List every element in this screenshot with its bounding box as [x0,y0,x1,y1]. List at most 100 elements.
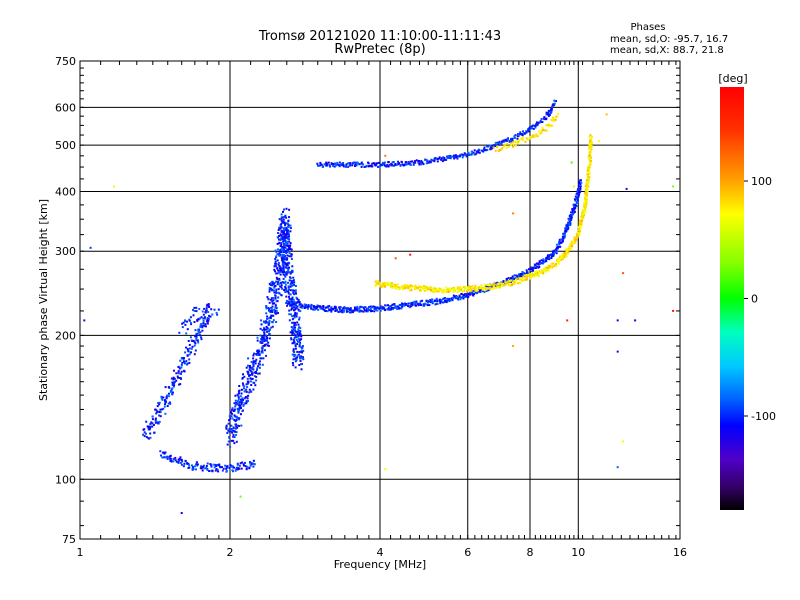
data-point [265,335,268,338]
data-point [200,338,203,341]
data-point [240,424,243,427]
data-point [578,231,581,234]
data-point [180,463,183,466]
data-point [447,290,450,293]
data-point [443,290,446,293]
data-point [589,154,592,157]
data-point [257,352,260,355]
data-point [536,121,538,124]
data-point [300,368,303,371]
data-point [573,198,576,201]
data-point [389,285,392,288]
data-point [414,160,416,163]
data-point [202,464,205,467]
data-point [188,319,191,322]
data-point [180,357,183,360]
data-point [290,313,292,316]
data-point [312,305,315,307]
data-point [259,334,262,337]
data-point [387,165,390,168]
data-point [371,162,374,165]
data-point [391,286,394,289]
data-point [154,421,157,424]
data-point [194,329,197,332]
data-point [538,260,541,263]
data-point [234,415,237,418]
data-point [553,118,556,121]
data-point [252,462,255,465]
data-point [237,410,240,413]
data-point [284,233,287,236]
data-point [198,308,201,310]
data-point [279,282,282,285]
data-point [181,322,184,325]
data-point [426,160,429,163]
data-point [233,414,236,417]
data-point [496,141,499,144]
data-point [586,169,589,172]
data-point [440,157,443,160]
data-point [225,427,228,430]
data-point [231,408,233,411]
data-point [480,285,483,288]
data-point [276,267,279,270]
data-point [496,281,499,284]
data-point [589,144,592,147]
data-point [414,161,417,164]
data-point [574,195,577,198]
data-point [385,165,388,168]
data-point [173,382,176,385]
data-point [321,166,324,168]
stats-heading: Phases [630,22,665,33]
data-point [166,457,169,460]
data-point [390,282,393,285]
data-point [449,289,452,292]
data-point [266,296,269,299]
data-point [298,339,301,342]
data-point [325,310,328,312]
data-point [290,253,293,256]
data-point [288,309,291,312]
data-point [285,258,288,261]
data-point [216,468,219,471]
data-point [239,401,241,404]
data-point [291,270,294,273]
data-point [205,309,208,312]
data-point [281,254,284,257]
data-point [576,235,579,238]
data-point [371,306,374,309]
stats-x-mode: mean, sd,X: 88.7, 21.8 [610,45,724,56]
data-point [200,323,203,326]
data-point [397,286,400,289]
y-tick-label: 100 [55,473,76,486]
data-point [394,286,397,289]
data-point [362,163,365,166]
data-point [232,435,235,438]
data-point [238,389,241,392]
data-point [231,407,234,410]
data-point [508,280,511,283]
data-point [511,139,514,142]
data-point [285,216,288,219]
data-point [299,357,302,360]
data-point [250,463,253,466]
data-point [365,310,368,313]
data-point [283,249,285,251]
data-point [187,462,190,465]
data-point [250,361,253,364]
data-point [196,332,199,335]
data-point [245,390,248,393]
data-point [177,460,180,463]
data-point [89,246,92,249]
data-point [232,410,235,412]
data-point [294,360,297,363]
data-point [235,425,238,428]
data-point [460,286,463,289]
data-point [543,116,546,119]
data-point [179,377,182,379]
data-point [164,386,167,389]
data-point [225,470,228,472]
data-point [275,290,278,293]
data-point [549,265,552,268]
y-tick-label: 750 [55,55,76,68]
